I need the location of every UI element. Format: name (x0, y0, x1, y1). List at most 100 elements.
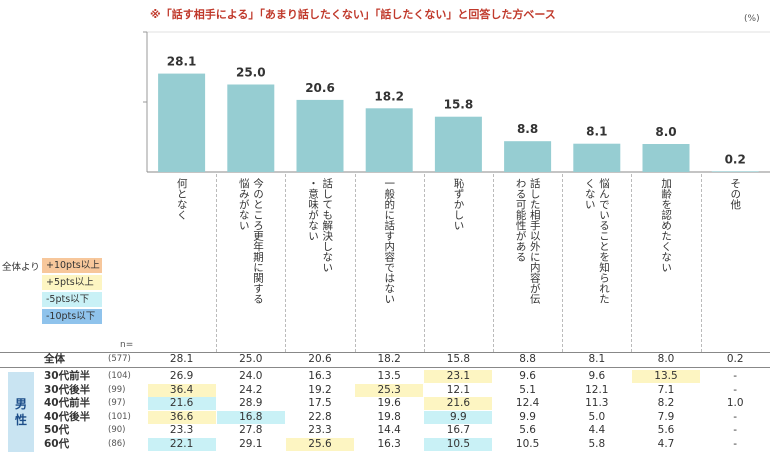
category-label: 一般的に話す内容ではない (382, 178, 396, 304)
chart-note: ※「話す相手による」「あまり話したくない」「話したくない」と回答した方ベース (150, 8, 556, 21)
category-label-line: わる可能性がある (514, 178, 527, 262)
table-cell: 36.6 (147, 410, 216, 424)
table-row: 40代後半 (101) 36.6 16.8 22.8 19.8 9.9 9.9 5.0 7.9 - (0, 410, 770, 424)
legend-item: -10pts以下 (42, 309, 102, 324)
n-label: n= (120, 340, 134, 350)
column-separator (562, 174, 564, 352)
table-row: 60代 (86) 22.1 29.1 25.6 16.3 10.5 10.5 5.8 4.7 - (0, 437, 770, 451)
row-sample-size: (104) (108, 371, 131, 381)
bar (296, 99, 344, 172)
table-cell: 17.5 (308, 397, 332, 409)
category-label-line: 一般的に話す内容ではない (383, 178, 396, 304)
bar-value-label: 20.6 (305, 81, 335, 95)
bar-value-label: 0.2 (725, 152, 746, 166)
table-cell: 16.3 (377, 437, 401, 450)
category-label-line: その他 (729, 178, 742, 210)
table-cell: 12.1 (585, 383, 609, 396)
table-row: 全体 (577) 28.1 25.0 20.6 18.2 15.8 8.8 8.1 8.0 0.2 (0, 353, 770, 366)
category-label-line: 加齢を認めたくない (660, 178, 673, 273)
category-label: 話した相手以外に内容が伝 わる可能性がある (513, 178, 541, 304)
table-cell: - (733, 410, 738, 423)
table-cell: 25.6 (286, 437, 354, 451)
table-top-rule (0, 352, 770, 353)
table-cell: 16.7 (446, 424, 471, 436)
row-sample-size: (101) (108, 411, 131, 422)
column-separator (285, 174, 287, 352)
bar (642, 144, 690, 172)
table-cell: 19.6 (377, 397, 401, 409)
table-cell: 28.9 (239, 397, 263, 409)
table-cell: 8.1 (588, 353, 606, 365)
table-cell: 19.8 (377, 410, 401, 423)
table-cell: 27.8 (239, 424, 263, 436)
table-cell: 5.1 (519, 383, 536, 396)
table-cell: 25.0 (239, 353, 263, 365)
category-label-line: 悩みがない (237, 178, 250, 231)
category-label: 加齢を認めたくない (659, 178, 673, 273)
table-cell: 7.1 (657, 383, 675, 396)
table-cell: 13.5 (632, 370, 700, 383)
table-cell: 36.4 (147, 383, 216, 397)
category-label: その他 (728, 178, 742, 210)
category-label-line: 今のところ更年期に関する (252, 178, 264, 304)
legend-item: +5pts以上 (42, 275, 102, 290)
table-cell: 8.2 (657, 397, 675, 409)
table-row: 50代 (90) 23.3 27.8 23.3 14.4 16.7 5.6 4.4 5.6 - (0, 424, 770, 437)
bar-value-label: 8.1 (586, 125, 607, 139)
table-cell: 21.6 (424, 397, 493, 410)
row-sample-size: (99) (108, 384, 126, 395)
table-cell: 9.6 (519, 370, 536, 382)
bar-value-label: 8.0 (655, 125, 676, 139)
table-cell: 12.4 (515, 397, 540, 409)
table-cell: 4.4 (588, 424, 606, 436)
table-cell: 25.3 (355, 383, 424, 397)
table-cell: 9.6 (588, 370, 606, 382)
column-separator (216, 174, 218, 352)
table-cell: 8.0 (657, 353, 675, 365)
row-label: 30代前半 (44, 370, 91, 382)
table-cell: - (733, 370, 738, 382)
category-label-line: 何となく (175, 178, 188, 220)
category-label: 話しても解決しない ・意味がない (306, 178, 334, 273)
category-label-line: 悩んでいることを知られた (598, 178, 610, 304)
table-cell: 8.8 (519, 353, 536, 365)
table-cell: 7.9 (657, 410, 675, 423)
row-sample-size: (90) (108, 425, 126, 435)
table-cell: 24.2 (239, 383, 263, 396)
table-cell: 10.5 (515, 437, 540, 450)
table-row: 30代前半 (104) 26.9 24.0 16.3 13.5 23.1 9.6 9.6 13.5… (0, 370, 770, 383)
table-cell: 20.6 (308, 353, 332, 365)
table-cell: 19.2 (308, 383, 332, 396)
table-cell: 5.8 (588, 437, 606, 450)
category-label-line: くない (583, 178, 596, 210)
category-label-line: 恥ずかしい (452, 178, 465, 231)
row-label: 30代後半 (44, 383, 91, 396)
category-label-line: ・意味がない (307, 178, 319, 241)
table-cell: 15.8 (446, 353, 471, 365)
column-separator (493, 174, 494, 352)
table-row: 40代前半 (97) 21.6 28.9 17.5 19.6 21.6 12.4 11.3 8.2… (0, 397, 770, 410)
table-cell: 23.1 (424, 370, 493, 383)
bar-value-label: 15.8 (444, 98, 474, 112)
category-label: 悩んでいることを知られた くない (583, 178, 611, 304)
table-cell: 23.3 (308, 424, 332, 436)
table-cell: 5.6 (519, 424, 536, 436)
table-cell: 12.1 (446, 383, 471, 396)
row-sample-size: (577) (108, 354, 131, 364)
table-cell: 28.1 (169, 353, 194, 365)
table-cell: 16.8 (216, 410, 285, 424)
row-label: 60代 (44, 437, 70, 450)
bar (158, 73, 206, 172)
row-label: 40代前半 (44, 397, 91, 409)
row-label: 50代 (44, 424, 70, 436)
table-cell: 9.9 (519, 410, 536, 423)
table-cell: 18.2 (377, 353, 401, 365)
table-row: 30代後半 (99) 36.4 24.2 19.2 25.3 12.1 5.1 12.1 7.1 - (0, 383, 770, 397)
table-cell: 21.6 (147, 397, 216, 410)
table-cell: 14.4 (377, 424, 401, 436)
male-group-char-1: 男 (14, 397, 27, 411)
bar (227, 84, 275, 172)
table-cell: - (733, 424, 738, 436)
legend-title: 全体より (2, 262, 40, 273)
table-cell: 23.3 (169, 424, 194, 436)
